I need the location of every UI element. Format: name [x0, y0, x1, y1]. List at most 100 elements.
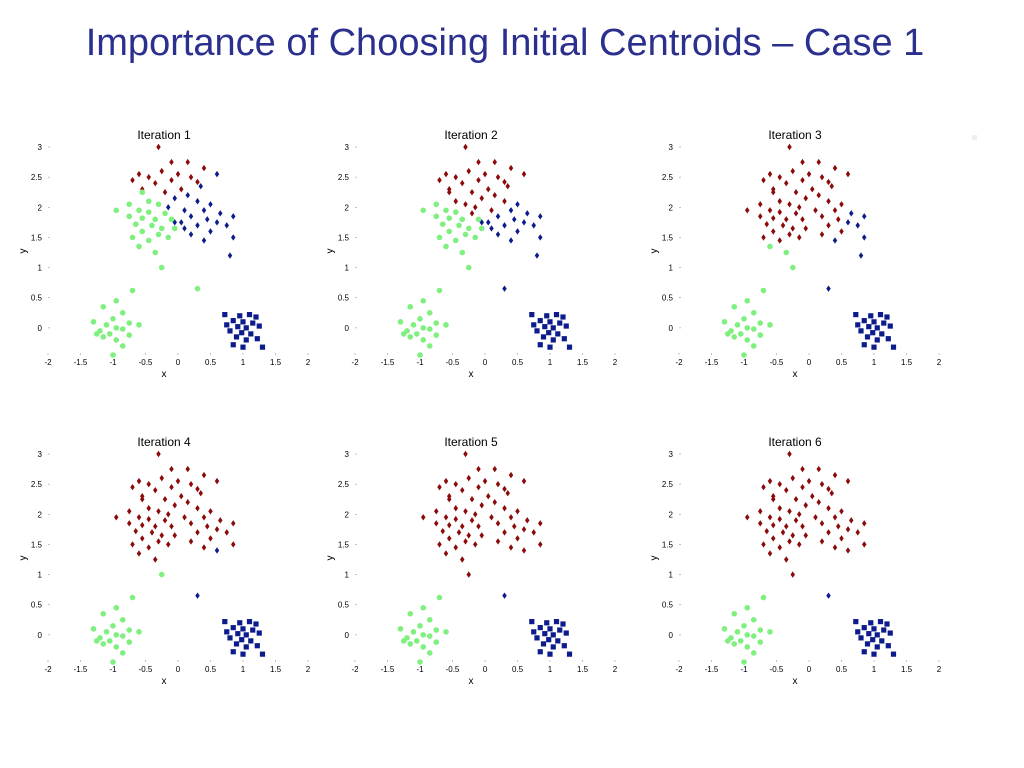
- data-point-green: [113, 337, 120, 343]
- x-axis-label: x: [162, 369, 167, 380]
- data-point-green: [126, 201, 133, 208]
- data-point-green: [126, 332, 133, 338]
- data-point-red: [188, 480, 194, 488]
- data-point-green: [757, 320, 764, 326]
- data-point-blue: [853, 619, 859, 625]
- data-point-red: [146, 480, 151, 488]
- data-point-green: [420, 297, 427, 304]
- data-point-red: [780, 529, 786, 536]
- data-point-red: [784, 216, 789, 223]
- data-point-red: [800, 465, 805, 473]
- data-point-blue: [256, 630, 262, 636]
- data-point-red: [505, 489, 510, 497]
- data-point-red: [832, 544, 838, 551]
- data-point-green: [106, 331, 113, 337]
- data-point-blue: [881, 320, 887, 326]
- data-point-green: [750, 633, 757, 639]
- data-point-red: [156, 450, 161, 458]
- y-axis-label: y: [649, 556, 660, 561]
- data-point-green: [724, 331, 731, 337]
- data-point-green: [426, 633, 433, 639]
- data-point-blue: [502, 222, 507, 229]
- x-tick-label: 1.5: [577, 665, 589, 674]
- data-point-red: [162, 517, 168, 524]
- data-point-red: [463, 450, 468, 458]
- data-point-red: [800, 158, 805, 166]
- data-point-red: [784, 523, 789, 530]
- chart-iteration-5: Iteration 5 -2 -1.5 -1 -0.5 0 0.5 1 1.5 2 0 0.5 1 1.5…: [321, 432, 621, 687]
- scatter-plot: Iteration 2 -2 -1.5 -1 -0.5 0 0.5 1 1.5 2 0 0.5 1 1.5…: [325, 128, 618, 380]
- x-tick-label: 1: [548, 358, 553, 367]
- data-point-blue: [540, 641, 547, 647]
- data-point-red: [169, 523, 174, 530]
- data-point-red: [466, 532, 471, 539]
- data-point-green: [744, 644, 751, 650]
- data-point-blue: [237, 313, 243, 319]
- data-point-green: [126, 213, 133, 220]
- data-point-red: [447, 189, 452, 196]
- data-point-blue: [208, 228, 213, 235]
- data-point-blue: [531, 222, 536, 229]
- data-point-red: [453, 515, 458, 523]
- data-point-blue: [248, 638, 254, 644]
- data-point-red: [453, 480, 458, 488]
- data-point-green: [443, 243, 449, 250]
- data-point-green: [741, 352, 747, 358]
- data-point-green: [413, 331, 420, 337]
- data-point-red: [159, 167, 164, 175]
- x-tick-label: -2: [675, 665, 683, 674]
- x-tick-label: 0: [807, 358, 812, 367]
- data-point-blue: [195, 222, 200, 229]
- data-point-blue: [561, 336, 567, 342]
- data-point-green: [119, 633, 126, 639]
- data-point-green: [744, 632, 751, 638]
- data-point-red: [505, 182, 510, 190]
- data-point-green: [100, 303, 107, 310]
- data-point-green: [462, 231, 469, 238]
- data-point-red: [146, 505, 151, 512]
- data-point-red: [130, 176, 135, 184]
- data-point-blue: [555, 638, 561, 644]
- y-tick-label: 0: [669, 324, 674, 333]
- data-point-blue: [529, 619, 535, 625]
- data-point-red: [224, 529, 229, 536]
- data-point-blue: [879, 331, 885, 337]
- chart-iteration-1: Iteration 1 -2 -1.5 -1 -0.5 0 0.5 1 1.5 2 0 0.5 1 1.5…: [14, 125, 314, 380]
- data-point-blue: [542, 631, 548, 637]
- data-point-blue: [862, 213, 867, 220]
- x-tick-label: 2: [613, 358, 618, 367]
- data-point-red: [437, 483, 442, 491]
- data-point-green: [158, 571, 165, 578]
- data-point-blue: [864, 641, 871, 647]
- y-tick-label: 3: [669, 450, 674, 459]
- data-point-red: [839, 508, 844, 515]
- y-tick-label: 1.5: [31, 233, 43, 242]
- chart-title: Iteration 5: [444, 435, 498, 449]
- data-point-red: [777, 505, 782, 512]
- data-point-blue: [214, 219, 220, 226]
- data-point-red: [114, 514, 119, 521]
- data-point-green: [136, 207, 142, 214]
- data-point-blue: [885, 643, 891, 649]
- data-point-blue: [243, 644, 249, 650]
- x-tick-label: 1.5: [270, 358, 282, 367]
- data-point-red: [797, 234, 802, 241]
- data-point-red: [845, 547, 851, 554]
- data-point-blue: [861, 318, 867, 324]
- data-point-green: [459, 249, 466, 256]
- data-point-red: [832, 207, 838, 214]
- data-point-red: [185, 499, 190, 506]
- data-point-red: [453, 173, 458, 181]
- y-tick-label: 0: [669, 631, 674, 640]
- data-point-red: [538, 541, 543, 548]
- data-point-blue: [858, 252, 864, 259]
- data-point-blue: [179, 219, 184, 226]
- data-point-green: [158, 225, 165, 232]
- data-point-red: [797, 511, 802, 518]
- data-point-blue: [208, 201, 213, 208]
- data-point-blue: [560, 314, 566, 320]
- data-point-red: [758, 213, 763, 220]
- data-point-green: [126, 639, 133, 645]
- y-tick-label: 2: [669, 510, 674, 519]
- data-point-red: [463, 201, 468, 208]
